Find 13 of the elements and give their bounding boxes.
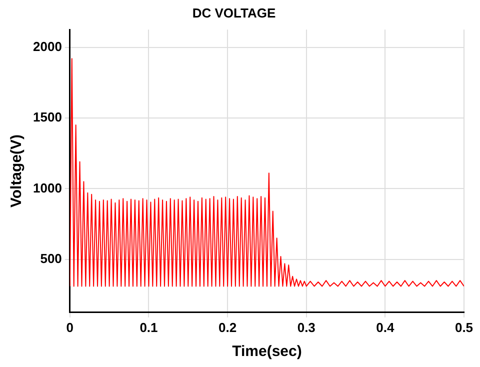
x-tick-label: 0.5	[454, 320, 474, 335]
y-tick-label: 500	[40, 250, 62, 266]
y-tick-label: 1000	[33, 180, 62, 196]
x-tick-label: 0.3	[297, 320, 316, 335]
x-axis-title: Time(sec)	[232, 343, 302, 360]
x-tick-label: 0	[66, 320, 74, 335]
x-tick-label: 0.2	[218, 320, 237, 335]
y-axis-title: Voltage(V)	[8, 134, 26, 208]
y-tick-label: 2000	[33, 38, 62, 54]
chart-title: DC VOLTAGE	[192, 5, 276, 20]
y-tick-label: 1500	[33, 110, 62, 125]
x-tick-label: 0.1	[140, 320, 158, 335]
x-tick-label: 0.4	[376, 320, 395, 335]
